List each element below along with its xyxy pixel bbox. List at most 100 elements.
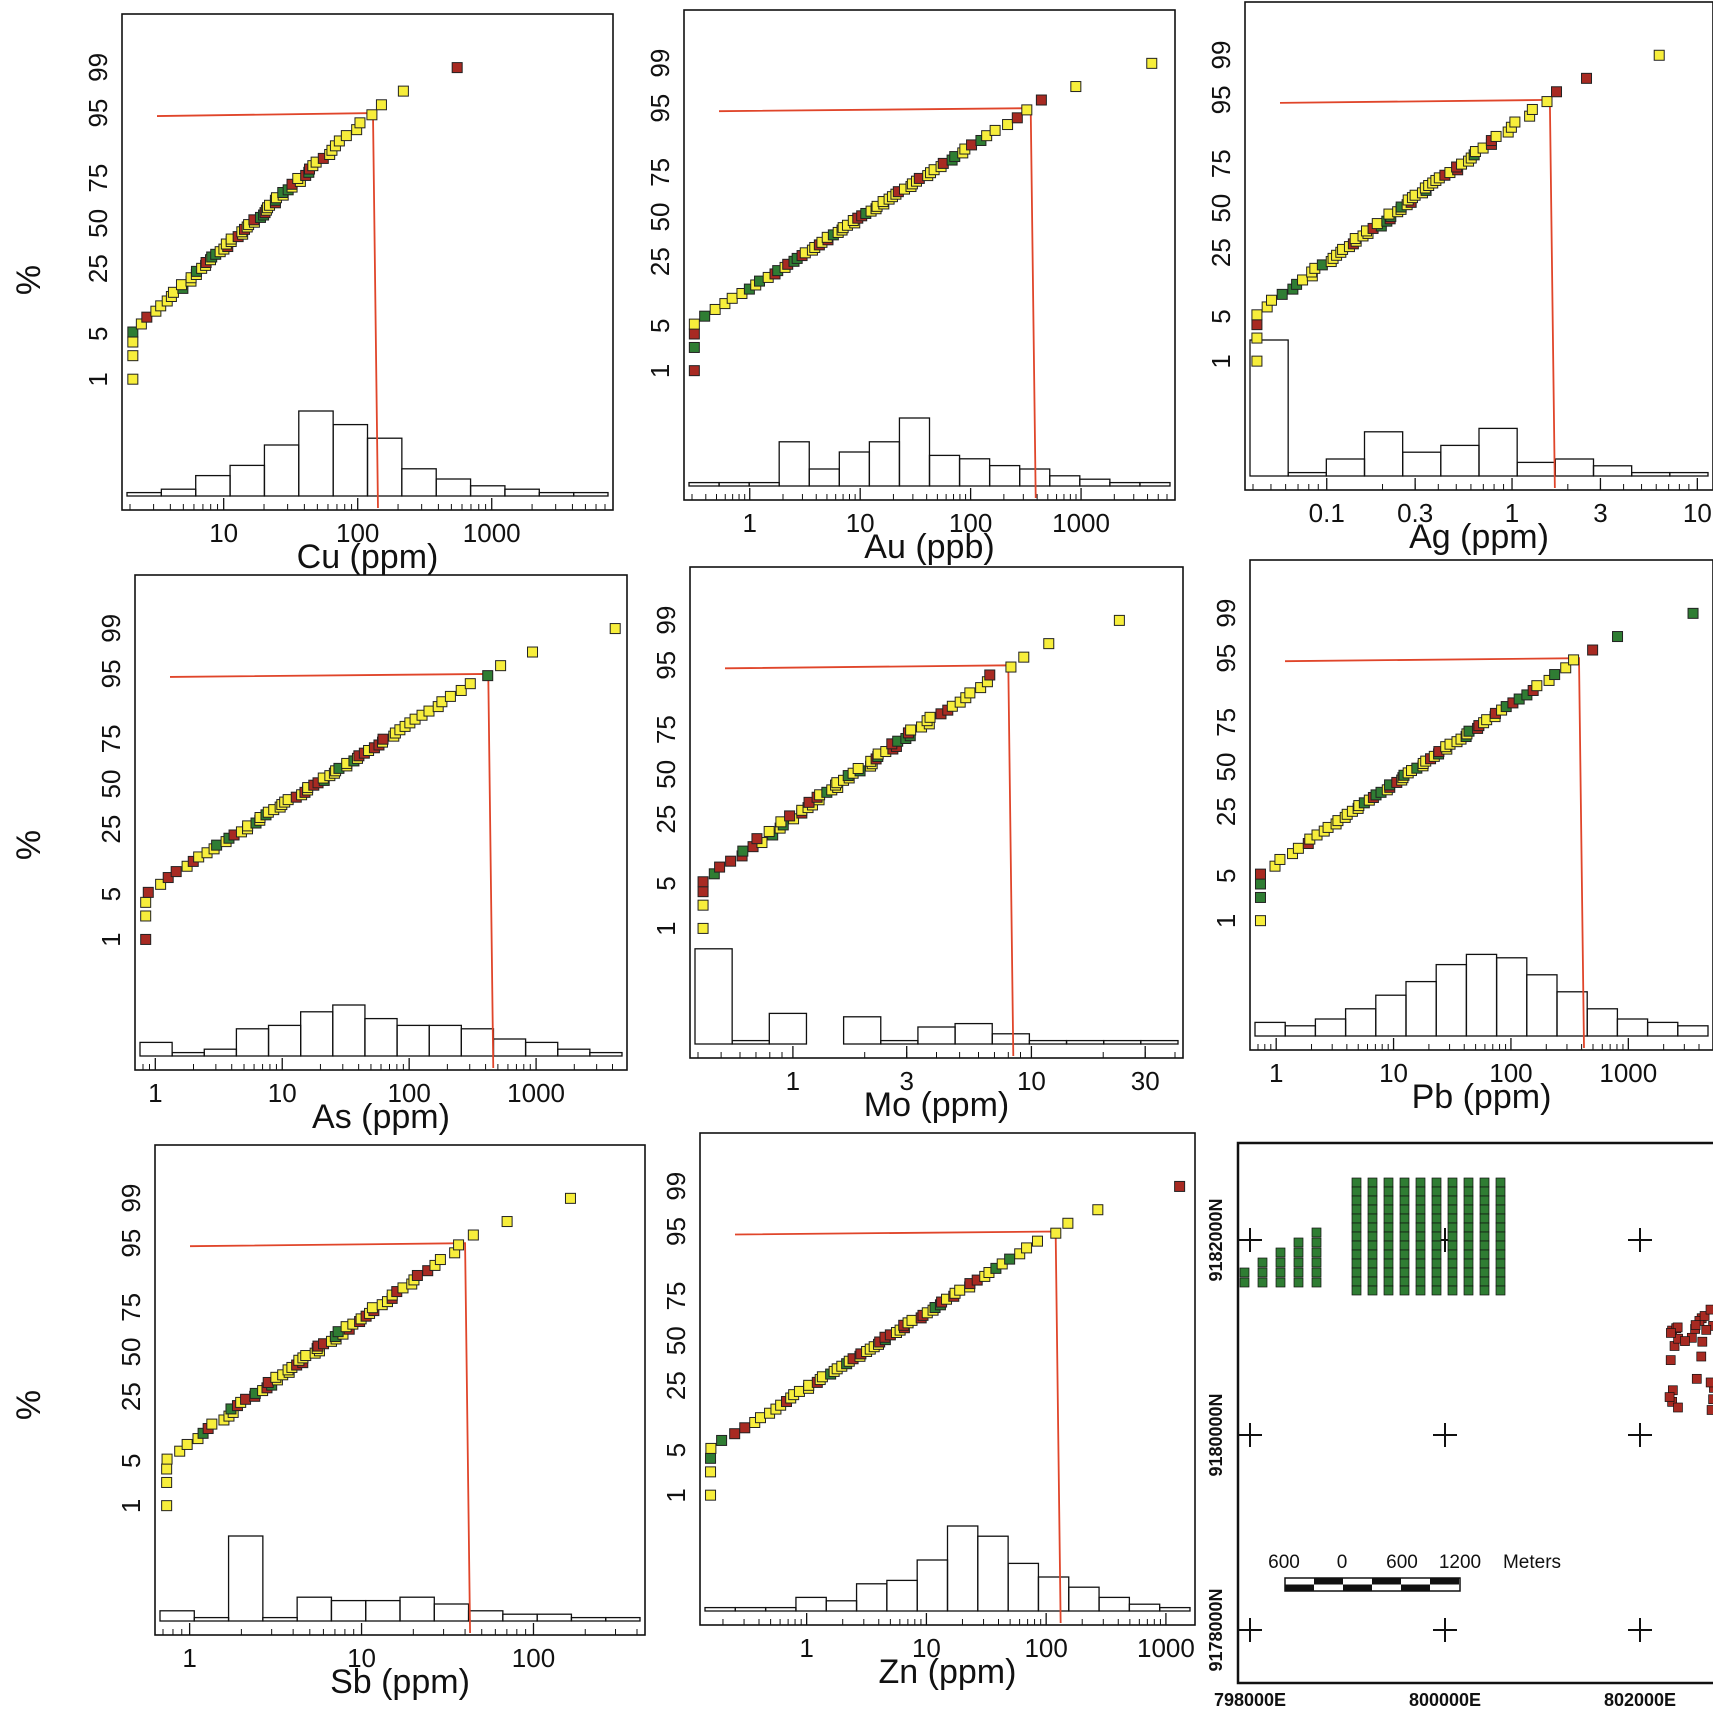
y-tick-label: 25 <box>645 247 675 276</box>
sample-point <box>1415 1249 1426 1260</box>
sample-point <box>1293 1277 1304 1288</box>
y-tick-label: 75 <box>651 715 681 744</box>
y-tick-label: 95 <box>651 651 681 680</box>
histogram-bar <box>1139 481 1171 487</box>
sample-point <box>1367 1285 1378 1296</box>
data-point <box>162 872 174 884</box>
plot-frame <box>134 574 628 1071</box>
histogram-bar <box>139 1041 173 1057</box>
x-tick-label: 1 <box>148 1078 162 1108</box>
sample-point <box>1479 1177 1490 1188</box>
histogram-bar <box>1140 1039 1179 1045</box>
sample-point <box>1680 1336 1690 1346</box>
sample-point <box>1479 1204 1490 1215</box>
sample-point <box>1275 1247 1286 1258</box>
sample-point <box>1447 1177 1458 1188</box>
y-tick-label: 99 <box>661 1172 691 1201</box>
data-point <box>714 861 726 873</box>
sample-point <box>1415 1231 1426 1242</box>
histogram-bar <box>605 1616 641 1622</box>
data-point <box>1043 638 1055 650</box>
sample-point <box>1415 1258 1426 1269</box>
data-point <box>716 1434 728 1446</box>
sample-point <box>1293 1267 1304 1278</box>
sample-point <box>1696 1351 1707 1362</box>
histogram-bar <box>366 437 403 497</box>
histogram-bar <box>227 1535 264 1622</box>
data-point <box>174 1445 186 1457</box>
y-tick-label: 50 <box>645 203 675 232</box>
data-point <box>609 623 621 635</box>
y-axis-title: % <box>10 265 48 295</box>
data-point <box>1587 644 1599 656</box>
sample-point <box>1447 1285 1458 1296</box>
sample-point <box>1311 1267 1322 1278</box>
histogram-bar <box>768 1012 808 1045</box>
sample-point <box>1399 1258 1410 1269</box>
sample-point <box>1463 1204 1474 1215</box>
sample-point <box>1673 1402 1683 1413</box>
scale-bar-label: 600 <box>1268 1552 1300 1573</box>
data-point <box>1004 1253 1016 1265</box>
sample-point <box>1463 1186 1474 1197</box>
sample-point <box>1463 1276 1474 1287</box>
data-point <box>924 711 936 723</box>
sample-point <box>1495 1231 1506 1242</box>
y-tick-label: 99 <box>83 53 113 82</box>
x-tick-label: 1 <box>182 1643 196 1673</box>
data-point <box>905 724 917 736</box>
x-tick-label: 1 <box>799 1633 813 1663</box>
sample-point <box>1399 1231 1410 1242</box>
sample-point <box>1367 1222 1378 1233</box>
y-tick-label: 99 <box>1211 599 1241 628</box>
sample-point <box>1479 1249 1490 1260</box>
sample-point <box>1383 1249 1394 1260</box>
data-point <box>1509 116 1521 128</box>
sample-point <box>1275 1257 1286 1268</box>
sample-point <box>1495 1204 1506 1215</box>
x-tick-label: 100 <box>512 1643 555 1673</box>
data-point <box>1297 274 1309 286</box>
sample-point <box>1447 1249 1458 1260</box>
y-tick-label: 5 <box>83 326 113 340</box>
data-point <box>340 130 352 142</box>
sample-point <box>1351 1195 1362 1206</box>
sample-point <box>1383 1258 1394 1269</box>
histogram-bar <box>1159 1606 1191 1612</box>
x-tick-label: 100 <box>1489 1058 1532 1088</box>
data-point <box>206 1418 218 1430</box>
sample-point <box>1431 1213 1442 1224</box>
sample-point <box>1383 1285 1394 1296</box>
grid-cross <box>1628 1423 1652 1447</box>
data-point <box>161 1500 173 1512</box>
data-point <box>954 1284 966 1296</box>
sample-point <box>1367 1213 1378 1224</box>
sample-point <box>1383 1231 1394 1242</box>
sample-point <box>1311 1237 1322 1248</box>
x-axis-title: Mo (ppm) <box>864 1086 1009 1124</box>
northing-label: 9180000N <box>1206 1393 1226 1476</box>
sample-point <box>1399 1222 1410 1233</box>
sample-point <box>1399 1177 1410 1188</box>
y-tick-label: 1 <box>651 921 681 935</box>
sample-point <box>1463 1285 1474 1296</box>
data-point <box>793 1385 805 1397</box>
data-point <box>1371 218 1383 230</box>
data-point <box>1251 355 1263 367</box>
x-axis-title: Cu (ppm) <box>297 538 439 576</box>
x-tick-label: 1000 <box>463 518 521 548</box>
grid-cross <box>1433 1618 1457 1642</box>
data-point <box>140 896 152 908</box>
sample-point <box>1495 1195 1506 1206</box>
sample-point <box>1463 1222 1474 1233</box>
sample-point <box>1351 1231 1362 1242</box>
northing-label: 9182000N <box>1206 1198 1226 1281</box>
histogram-bar <box>1669 471 1709 477</box>
x-tick-label: 10 <box>347 1643 376 1673</box>
sample-point <box>1367 1267 1378 1278</box>
sample-point <box>1447 1276 1458 1287</box>
y-tick-label: 95 <box>96 659 126 688</box>
data-point <box>966 139 978 151</box>
sample-point <box>1415 1195 1426 1206</box>
